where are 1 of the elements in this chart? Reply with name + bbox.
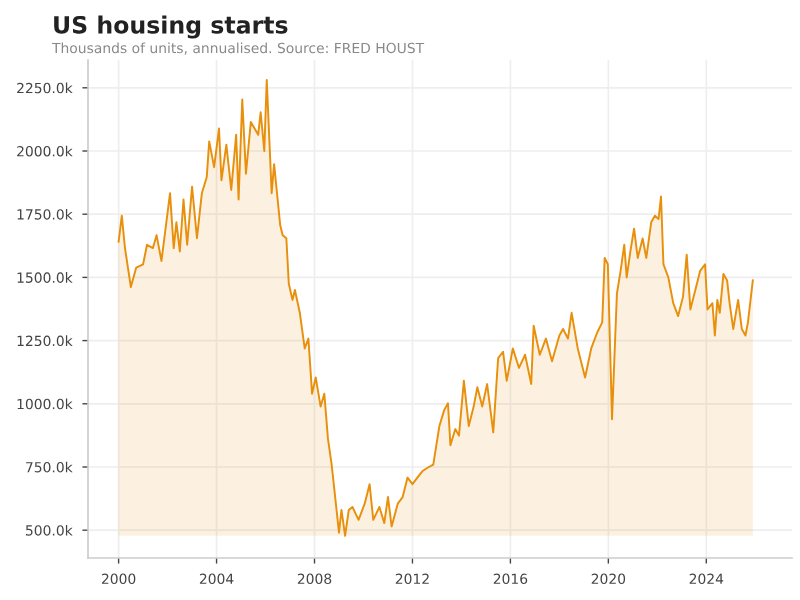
chart-title: US housing starts xyxy=(54,15,288,39)
